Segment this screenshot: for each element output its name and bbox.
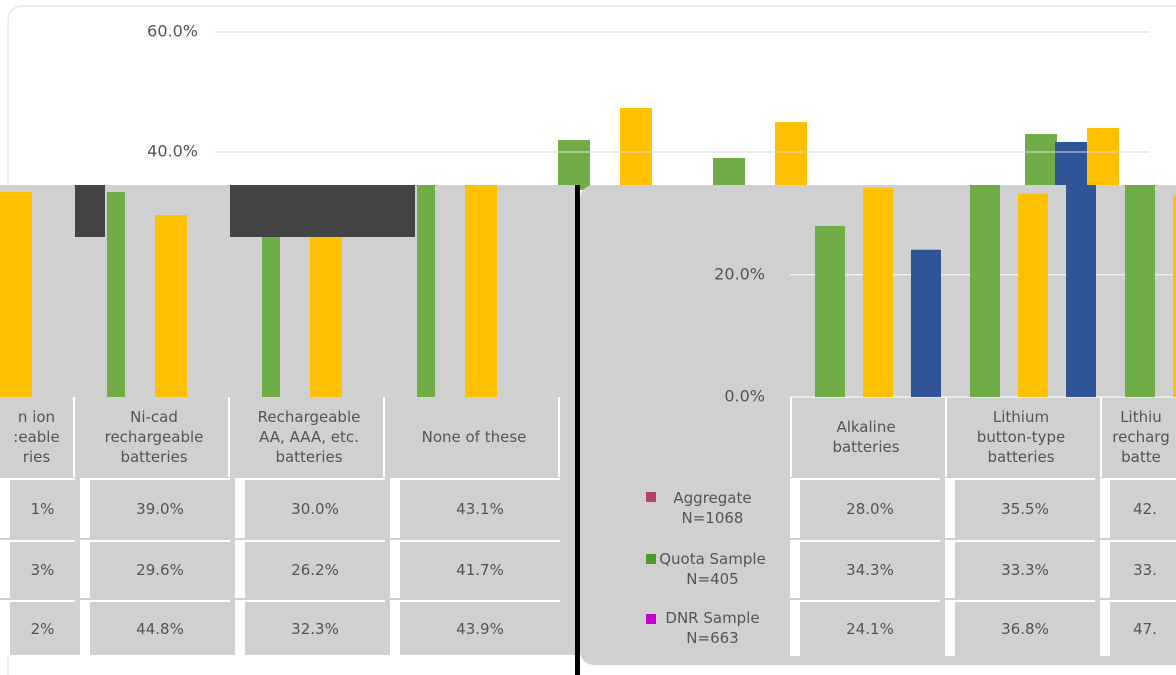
bar xyxy=(1066,185,1096,397)
data-label: 35.5% xyxy=(945,478,1095,538)
bar xyxy=(970,185,1000,397)
data-label: 47. xyxy=(1100,600,1176,656)
bar xyxy=(1125,185,1155,397)
column-header: Ni-cad rechargeable batteries xyxy=(80,397,230,477)
bar xyxy=(863,187,893,397)
table-cell: 39.0% xyxy=(80,478,230,538)
legend-entry: Quota Sample N=405 xyxy=(640,540,785,598)
table-cell: 30.0% xyxy=(235,478,385,538)
table-cell: 41.7% xyxy=(390,540,560,598)
column-header: n ion :eable ries xyxy=(0,397,75,477)
column-header: None of these xyxy=(390,397,560,477)
data-label: 42. xyxy=(1100,478,1176,538)
table-cell: 3% xyxy=(0,540,75,598)
legend-swatch xyxy=(646,492,656,502)
x-tick-label: Lithiu recharg batte xyxy=(1100,397,1176,477)
table-cell: 43.9% xyxy=(390,600,560,656)
legend-swatch xyxy=(646,614,656,624)
y-tick-label: 0.0% xyxy=(724,387,765,406)
data-label: 36.8% xyxy=(945,600,1095,656)
legend-entry: DNR Sample N=663 xyxy=(640,600,785,656)
table-cell: 44.8% xyxy=(80,600,230,656)
table-cell: 1% xyxy=(0,478,75,538)
y-tick-label: 40.0% xyxy=(147,142,198,161)
data-label: 33. xyxy=(1100,540,1176,598)
column-header: Rechargeable AA, AAA, etc. batteries xyxy=(235,397,385,477)
y-tick-label: 60.0% xyxy=(147,22,198,41)
bar xyxy=(815,225,845,397)
left-bars xyxy=(0,185,497,397)
x-tick-label: Lithium button-type batteries xyxy=(945,397,1095,477)
data-label: 34.3% xyxy=(790,540,940,598)
y-tick-label: 20.0% xyxy=(714,264,765,283)
table-cell: 2% xyxy=(0,600,75,656)
table-cell: 29.6% xyxy=(80,540,230,598)
bar xyxy=(1173,195,1176,397)
table-cell: 26.2% xyxy=(235,540,385,598)
x-tick-label: Alkaline batteries xyxy=(790,397,940,477)
plot xyxy=(815,185,1176,397)
divider xyxy=(575,185,580,675)
bar xyxy=(1018,193,1048,397)
background-bars xyxy=(558,108,1119,190)
data-label: 33.3% xyxy=(945,540,1095,598)
legend-entry: Aggregate N=1068 xyxy=(640,478,785,538)
legend-swatch xyxy=(646,554,656,564)
data-label: 24.1% xyxy=(790,600,940,656)
bar xyxy=(911,249,941,397)
table-cell: 43.1% xyxy=(390,478,560,538)
table-cell: 32.3% xyxy=(235,600,385,656)
data-label: 28.0% xyxy=(790,478,940,538)
